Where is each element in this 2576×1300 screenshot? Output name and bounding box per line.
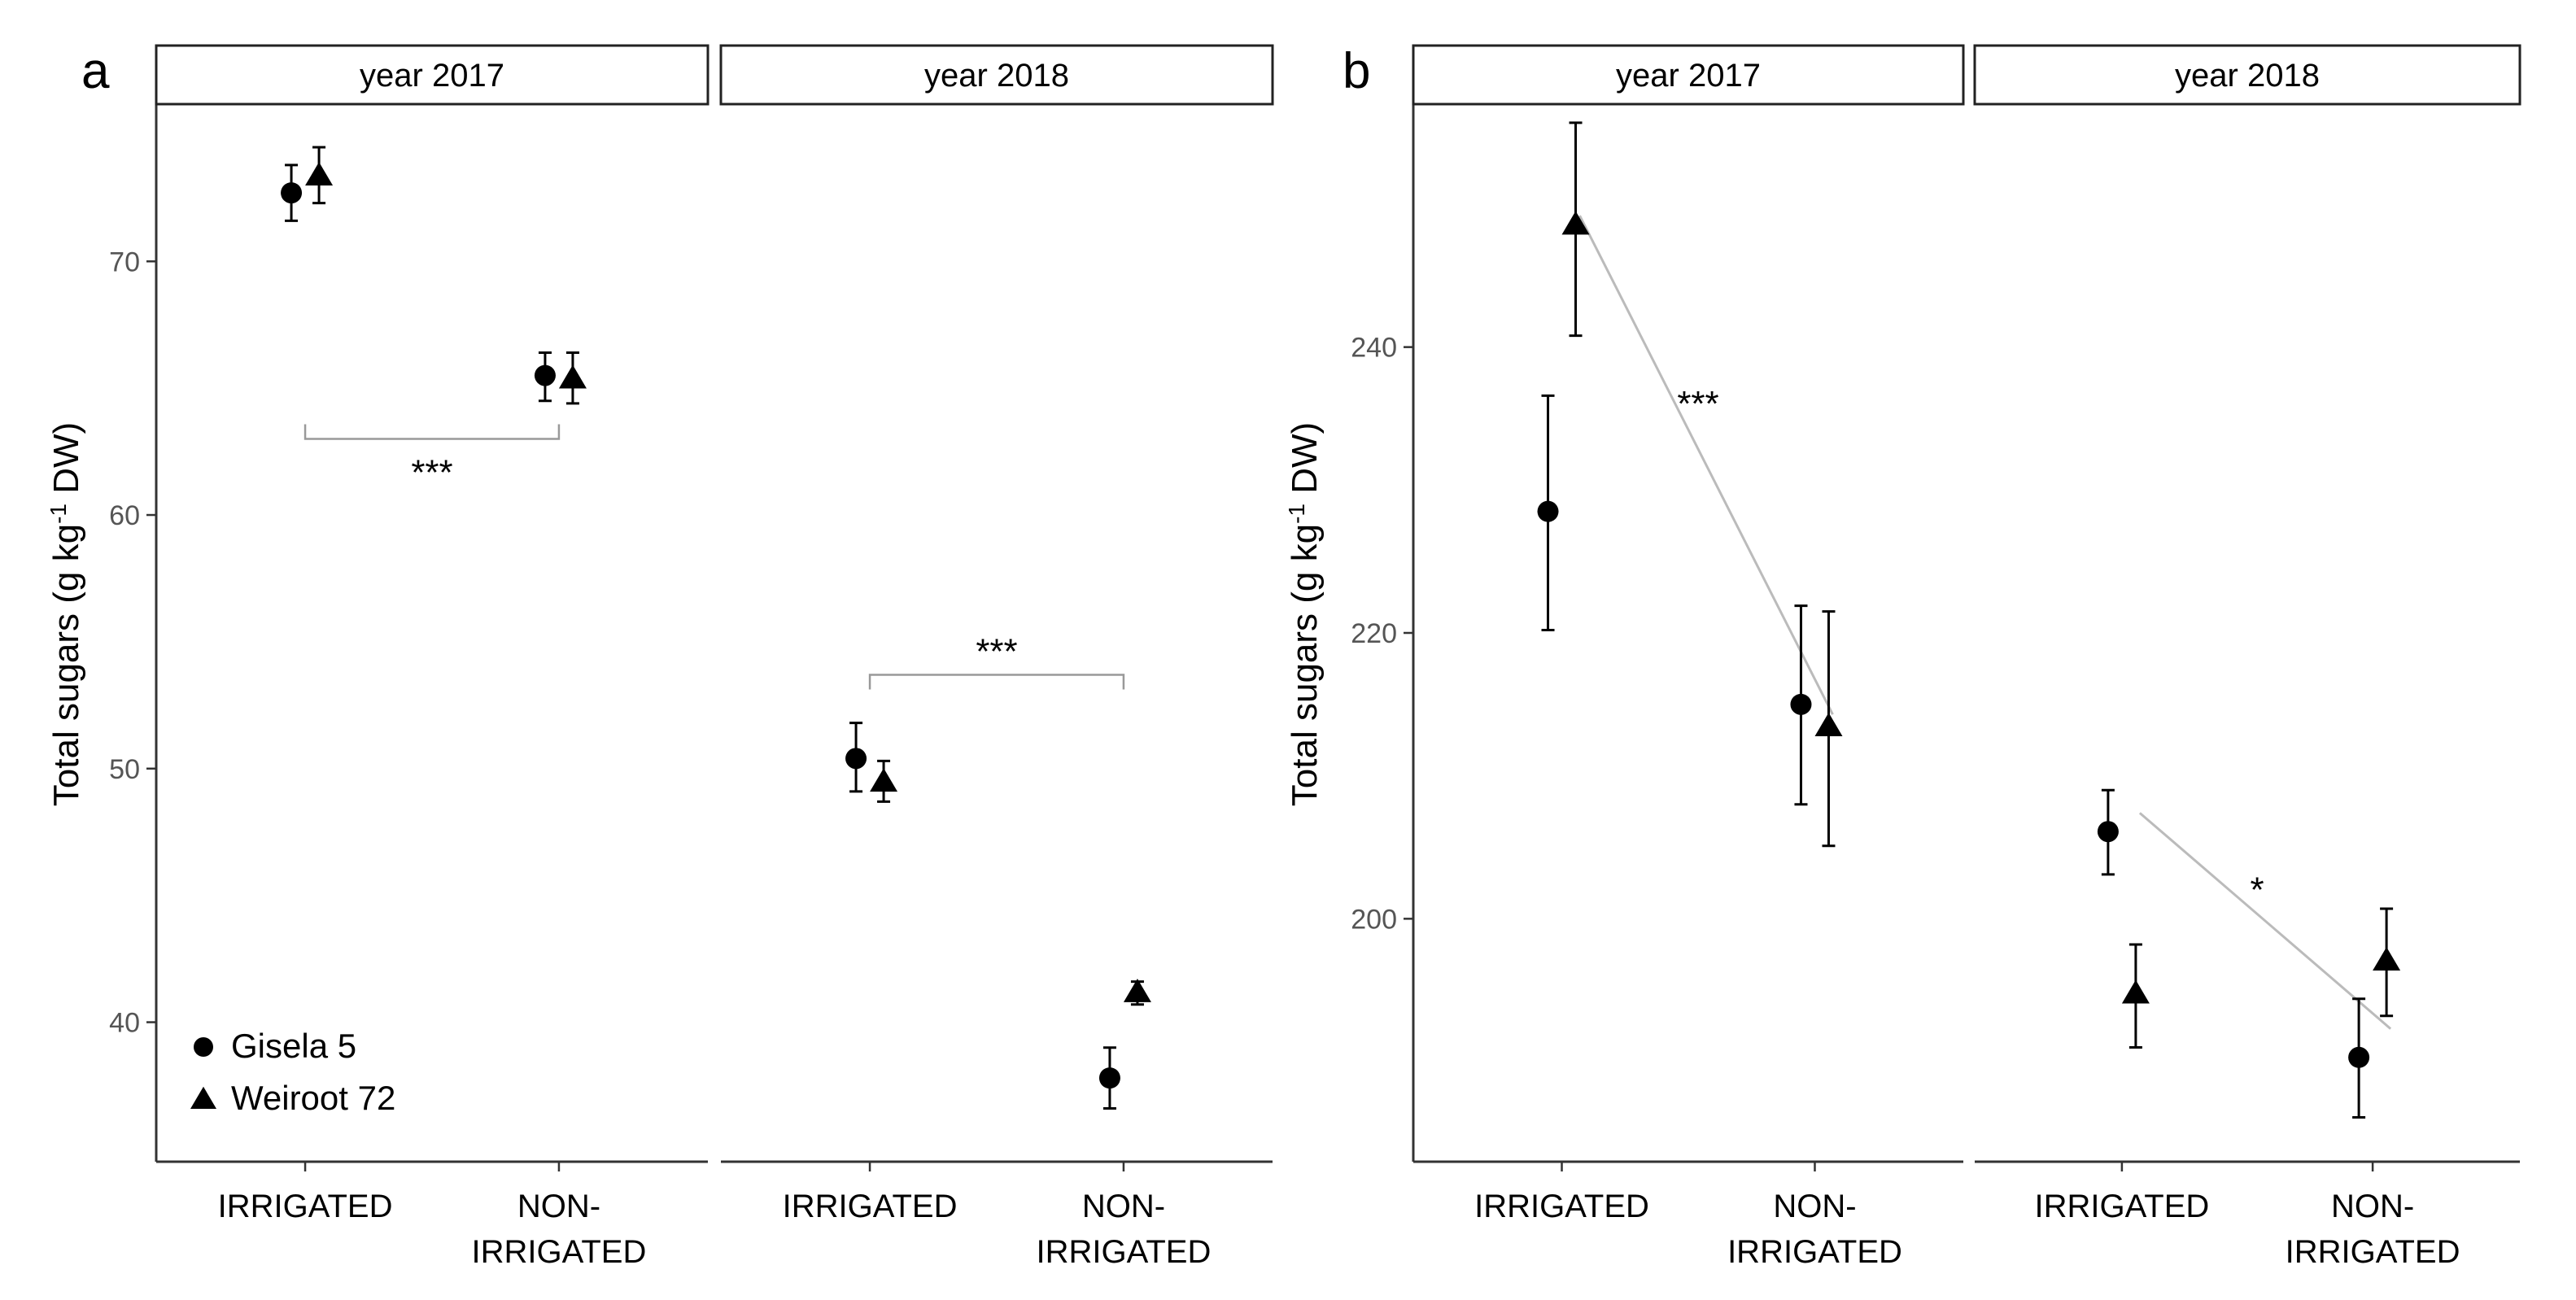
- facet-strip-label: year 2018: [924, 58, 1069, 94]
- facet-strip: [719, 44, 1274, 106]
- data-point-gisela-5: [845, 748, 867, 770]
- y-tick-label: 70: [109, 246, 140, 277]
- y-axis-title: Total sugars (g kg-1 DW): [1284, 422, 1325, 806]
- x-tick-label: IRRIGATED: [1474, 1189, 1649, 1224]
- y-tick-label: 60: [109, 500, 140, 531]
- data-point-gisela-5: [534, 364, 556, 386]
- x-tick-label: NON-IRRIGATED: [472, 1189, 647, 1270]
- y-tick-label: 50: [109, 754, 140, 785]
- legend: Gisela 5 Weiroot 72: [190, 1027, 395, 1117]
- facet-2: year 2018 IRRIGATED NON-IRRIGATED *: [1973, 44, 2521, 1270]
- data-point-gisela-5: [1098, 1067, 1120, 1089]
- significance-bracket: [303, 424, 561, 440]
- x-tick-label: IRRIGATED: [783, 1189, 958, 1224]
- y-axis-title: Total sugars (g kg-1 DW): [46, 422, 87, 806]
- facet-strip: [155, 44, 709, 106]
- panel-label: a: [81, 43, 110, 99]
- x-tick-label: IRRIGATED: [2034, 1189, 2209, 1224]
- panel-label: b: [1343, 43, 1370, 99]
- x-tick-label: NON-IRRIGATED: [2286, 1189, 2460, 1270]
- y-tick-label: 40: [109, 1008, 140, 1039]
- significance-label: ***: [1677, 384, 1718, 424]
- y-tick-label: 220: [1351, 618, 1397, 649]
- facet-1: year 2017 IRRIGATED NON-IRRIGATED ***: [155, 44, 709, 1270]
- significance-label: ***: [411, 453, 452, 493]
- panel-a: a 40 50 60 70 Total sugars (g kg-1 DW) year 20…: [46, 43, 1274, 1270]
- legend-marker-triangle: [190, 1086, 216, 1109]
- y-tick-label: 200: [1351, 904, 1397, 935]
- significance-label: ***: [976, 631, 1017, 671]
- legend-marker-circle: [194, 1037, 213, 1057]
- facet-strip-label: year 2018: [2175, 58, 2320, 94]
- trend-line: [2138, 812, 2392, 1030]
- data-point-gisela-5: [2348, 1046, 2370, 1068]
- data-point-gisela-5: [2097, 821, 2119, 843]
- facet-2: year 2018 IRRIGATED NON-IRRIGATED ***: [719, 44, 1274, 1270]
- data-point-weiroot-72: [1814, 713, 1843, 736]
- facet-strip-label: year 2017: [1616, 58, 1761, 94]
- data-point-weiroot-72: [558, 364, 587, 389]
- data-point-gisela-5: [1537, 500, 1559, 522]
- x-tick-label: IRRIGATED: [218, 1189, 393, 1224]
- panel-b: b 200 220 240 Total sugars (g kg-1 DW) year 2…: [1284, 43, 2521, 1270]
- significance-label: *: [2250, 870, 2264, 910]
- data-point-weiroot-72: [870, 768, 898, 792]
- x-tick-label: NON-IRRIGATED: [1037, 1189, 1212, 1270]
- facet-1: year 2017 IRRIGATED NON-IRRIGATED ***: [1412, 44, 1965, 1270]
- data-point-weiroot-72: [2373, 947, 2401, 971]
- data-point-weiroot-72: [1561, 211, 1590, 235]
- data-point-weiroot-72: [2121, 979, 2150, 1004]
- x-tick-label: NON-IRRIGATED: [1727, 1189, 1902, 1270]
- facet-strip-label: year 2017: [360, 58, 504, 94]
- data-point-gisela-5: [281, 182, 303, 204]
- facet-strip: [1973, 44, 2521, 106]
- data-point-gisela-5: [1790, 693, 1812, 715]
- significance-bracket: [868, 674, 1125, 690]
- data-point-weiroot-72: [305, 162, 334, 186]
- facet-strip: [1412, 44, 1965, 106]
- data-point-weiroot-72: [1123, 978, 1151, 1002]
- trend-line: [1578, 215, 1834, 715]
- legend-label: Weiroot 72: [231, 1079, 395, 1117]
- legend-label: Gisela 5: [231, 1027, 356, 1065]
- y-tick-label: 240: [1351, 333, 1397, 364]
